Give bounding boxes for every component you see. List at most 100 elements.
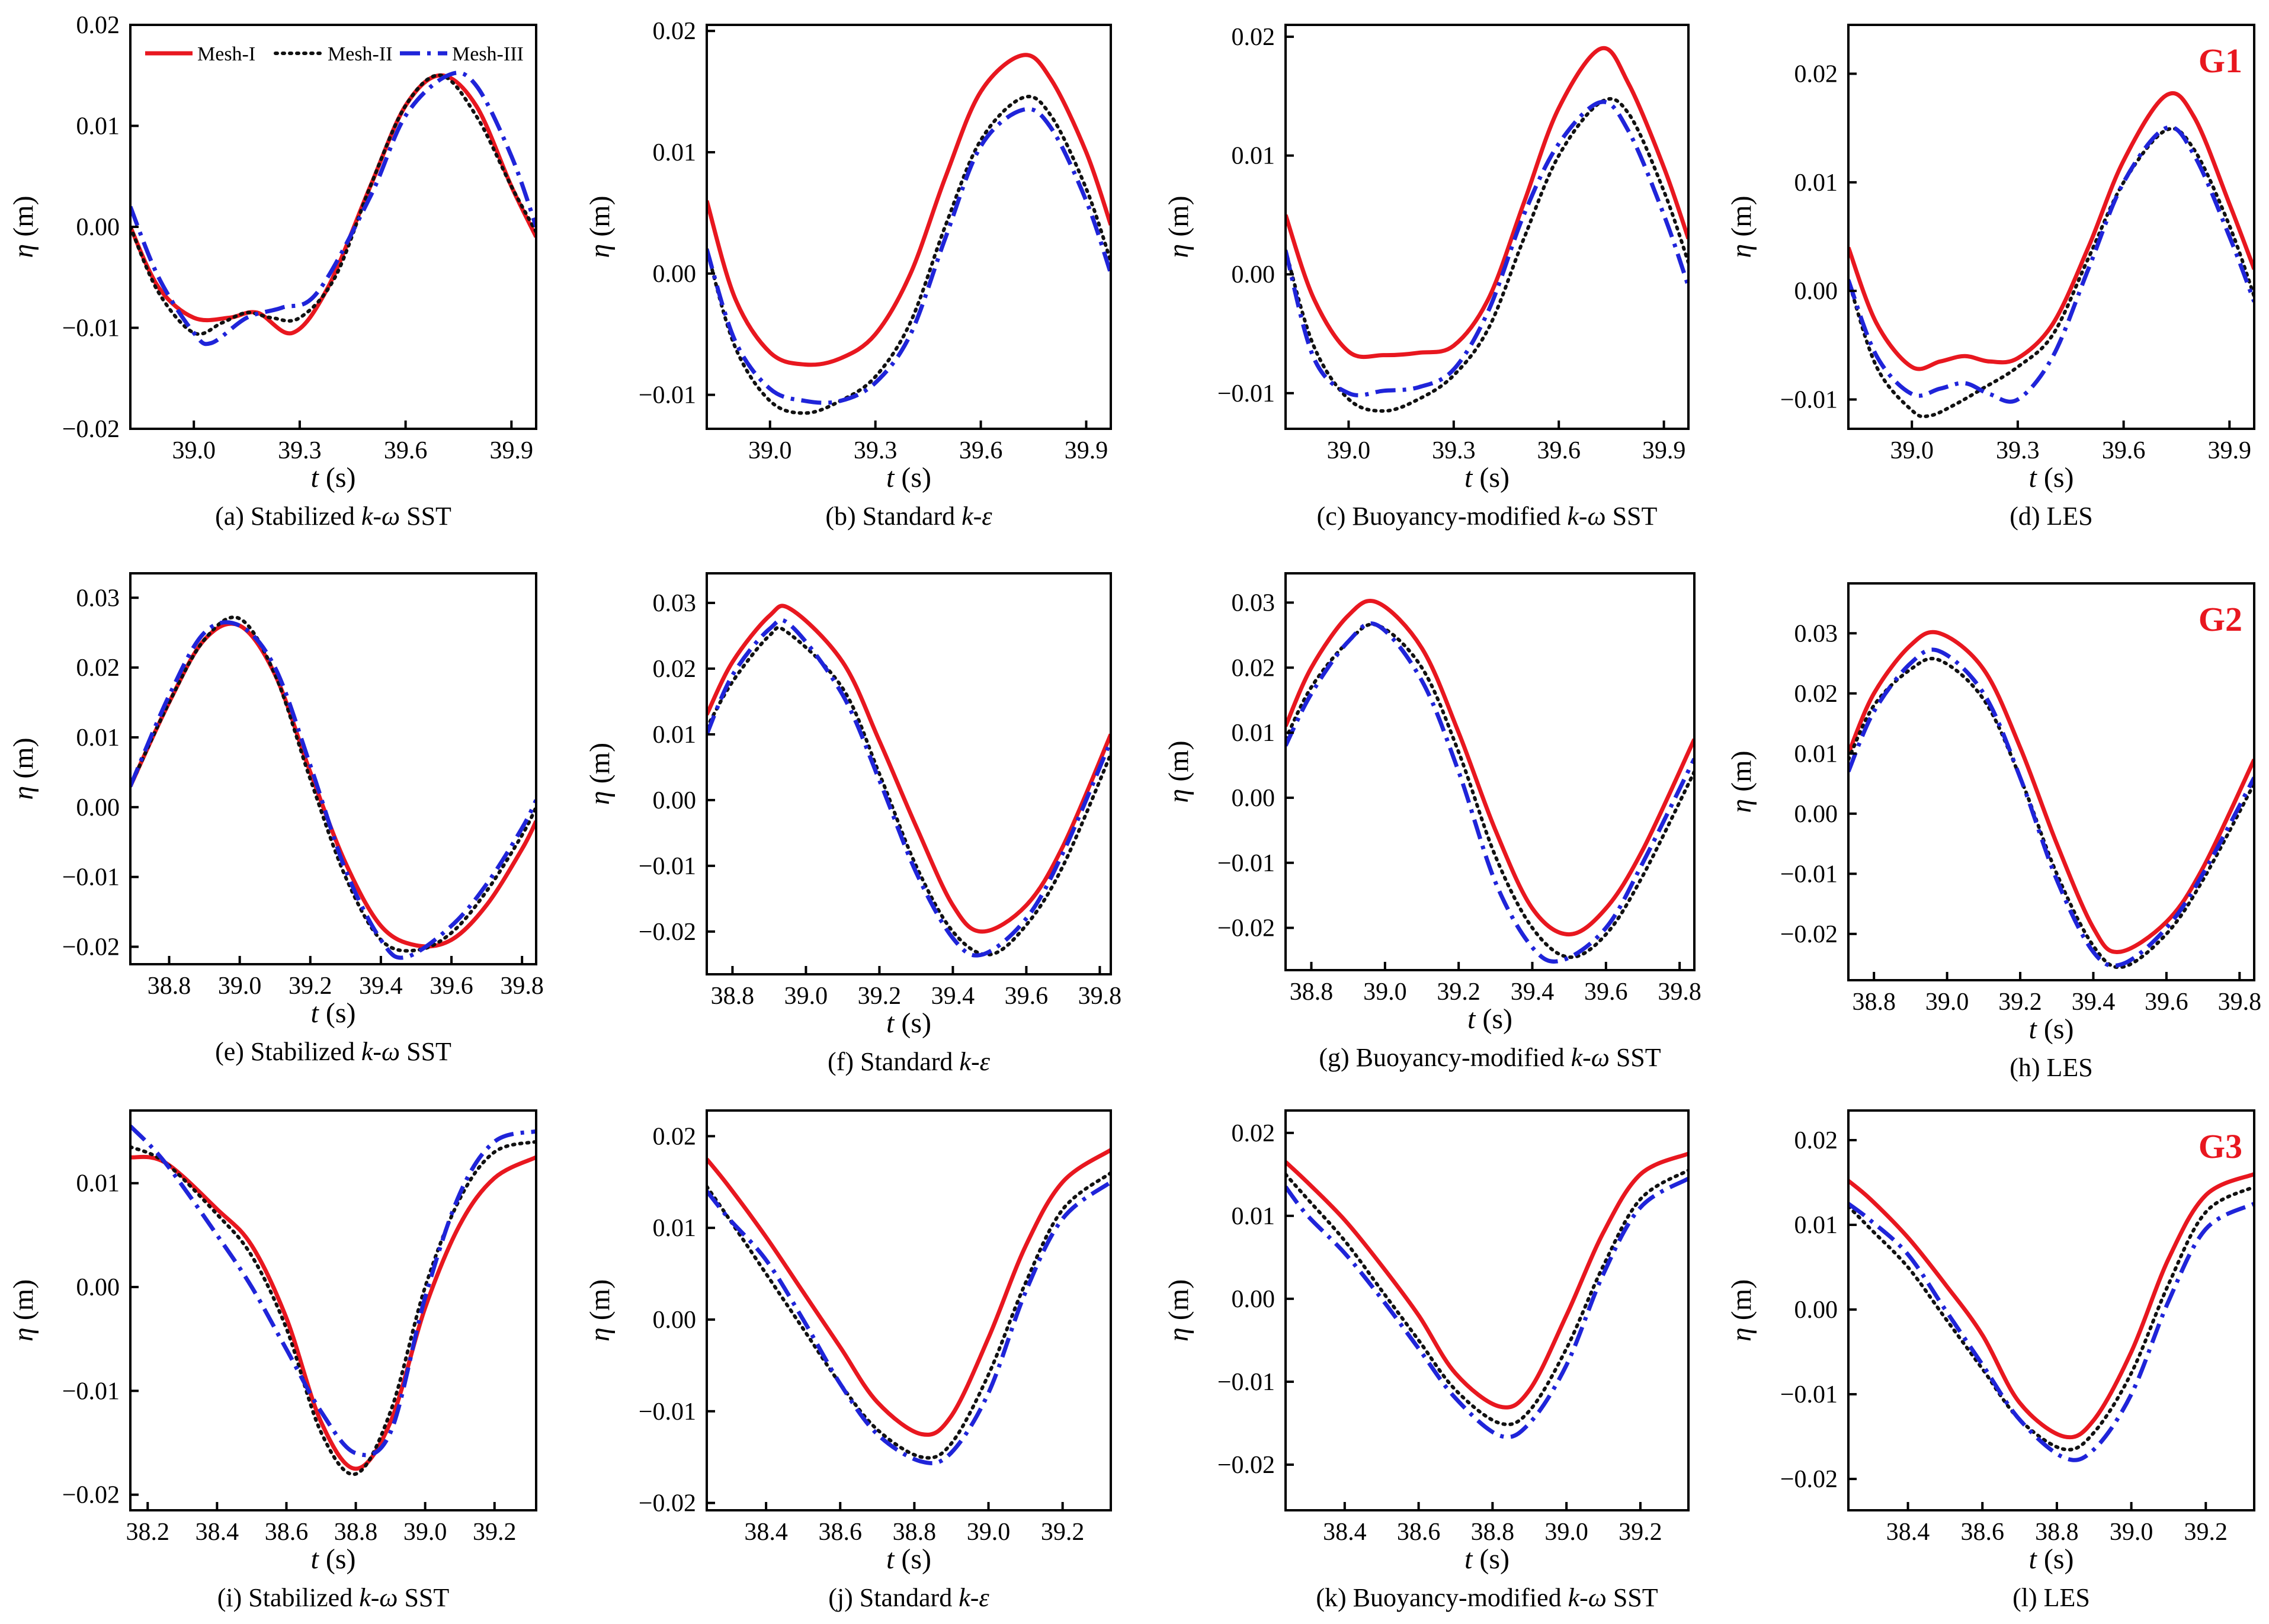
y-tick-label-c-1: 0.00 [1232, 261, 1275, 288]
x-tick-label-e-3: 39.4 [359, 973, 403, 1000]
series-line-mesh-i-g [1286, 598, 1694, 937]
x-tick-label-e-0: 38.8 [148, 973, 191, 1000]
y-tick-label-d-2: 0.01 [1794, 169, 1838, 197]
y-tick-label-e-0: −0.02 [62, 934, 120, 961]
y-tick-label-f-3: 0.01 [653, 721, 697, 749]
y-tick-label-g-0: −0.02 [1217, 915, 1275, 942]
x-axis-title-b: t (s) [886, 462, 931, 493]
y-tick-label-j-2: 0.00 [653, 1307, 697, 1334]
x-tick-label-b-1: 39.3 [854, 437, 898, 464]
panel-f: 38.8 39.0 39.2 39.4 39.6 39.8 −0.02 −0.01 0.00 0.… [584, 572, 1122, 1076]
y-tick-label-a-4: 0.02 [76, 12, 120, 39]
series-line-mesh-ii-c [1286, 97, 1688, 413]
x-tick-label-f-5: 39.8 [1078, 983, 1122, 1010]
x-tick-label-l-0: 38.4 [1886, 1519, 1930, 1546]
series-line-mesh-ii-b [707, 95, 1111, 415]
series-line-mesh-i-f [707, 604, 1111, 934]
x-tick-label-f-2: 39.2 [858, 983, 902, 1010]
panel-a: 39.0 39.3 39.6 39.9 −0.02 −0.01 0.00 0.01 0.02 t … [8, 12, 537, 531]
y-tick-label-h-4: 0.02 [1794, 681, 1838, 708]
x-tick-label-g-4: 39.6 [1584, 978, 1628, 1006]
y-tick-label-a-2: 0.00 [76, 214, 120, 241]
y-tick-label-j-4: 0.02 [653, 1123, 697, 1150]
x-axis-title-k: t (s) [1464, 1543, 1510, 1575]
series-line-mesh-iii-j [707, 1180, 1111, 1465]
series-line-mesh-iii-f [707, 618, 1111, 958]
x-tick-label-g-5: 39.8 [1658, 978, 1701, 1006]
y-tick-label-l-4: 0.02 [1794, 1127, 1838, 1154]
y-tick-label-g-3: 0.01 [1232, 720, 1275, 747]
group-label-g2: G2 [2199, 600, 2242, 638]
y-tick-label-a-1: −0.01 [62, 315, 120, 342]
panel-b: 39.0 39.3 39.6 39.9 −0.01 0.00 0.01 0.02 t (s) η … [584, 18, 1112, 531]
series-line-mesh-i-c [1286, 46, 1688, 360]
y-tick-label-g-2: 0.00 [1232, 785, 1275, 812]
panel-caption-e: (e) Stabilized k-ω SST [215, 1037, 451, 1066]
x-tick-label-j-3: 39.0 [967, 1519, 1011, 1546]
y-tick-label-h-1: −0.01 [1780, 861, 1838, 888]
y-tick-label-l-0: −0.02 [1780, 1466, 1838, 1493]
y-tick-label-k-2: 0.00 [1232, 1286, 1275, 1313]
y-axis-title-j: η (m) [584, 1279, 616, 1341]
x-axis-title-a: t (s) [311, 462, 356, 493]
panel-g: 38.8 39.0 39.2 39.4 39.6 39.8 −0.02 −0.01 0.00 0.… [1163, 572, 1701, 1072]
x-tick-label-l-1: 38.6 [1960, 1519, 2004, 1546]
x-tick-label-d-2: 39.6 [2102, 437, 2146, 464]
plot-frame-j [706, 1109, 1112, 1511]
plot-frame-e [129, 572, 537, 965]
y-tick-label-c-0: −0.01 [1217, 380, 1275, 407]
series-line-mesh-i-d [1848, 91, 2254, 371]
x-tick-label-d-1: 39.3 [1996, 437, 2040, 464]
x-axis-title-h: t (s) [2029, 1013, 2074, 1045]
panel-j: 38.4 38.6 38.8 39.0 39.2 −0.02 −0.01 0.00 0.01 0.… [584, 1109, 1112, 1612]
y-tick-label-g-1: −0.01 [1217, 850, 1275, 877]
panel-caption-a: (a) Stabilized k-ω SST [215, 502, 451, 531]
y-tick-label-a-3: 0.01 [76, 113, 120, 140]
series-line-mesh-ii-e [130, 615, 536, 953]
x-axis-title-f: t (s) [886, 1007, 931, 1039]
x-tick-label-h-1: 39.0 [1925, 988, 1969, 1016]
x-tick-label-i-0: 38.2 [126, 1519, 170, 1546]
y-axis-title-l: η (m) [1726, 1279, 1757, 1341]
x-axis-title-c: t (s) [1464, 462, 1510, 493]
series-line-mesh-ii-f [707, 625, 1111, 957]
y-tick-label-i-3: 0.01 [76, 1170, 120, 1198]
plot-frame-h [1847, 582, 2255, 981]
x-tick-label-b-2: 39.6 [959, 437, 1003, 464]
x-tick-label-l-3: 39.0 [2110, 1519, 2153, 1546]
x-axis-title-d: t (s) [2029, 462, 2074, 493]
series-line-mesh-iii-i [130, 1124, 536, 1458]
panel-caption-l: (l) LES [2012, 1583, 2090, 1612]
y-axis-title-k: η (m) [1163, 1279, 1194, 1341]
y-tick-label-h-5: 0.03 [1794, 620, 1838, 647]
y-tick-label-l-3: 0.01 [1794, 1212, 1838, 1239]
y-tick-label-j-3: 0.01 [653, 1215, 697, 1242]
x-tick-label-e-4: 39.6 [430, 973, 473, 1000]
x-tick-label-e-2: 39.2 [289, 973, 332, 1000]
panel-caption-i: (i) Stabilized k-ω SST [217, 1583, 450, 1612]
y-tick-label-d-3: 0.02 [1794, 61, 1838, 88]
y-tick-label-j-0: −0.02 [639, 1490, 696, 1517]
series-line-mesh-i-a [130, 73, 536, 336]
y-tick-label-b-0: −0.01 [639, 382, 696, 409]
series-line-mesh-iii-e [130, 620, 536, 960]
x-tick-label-c-1: 39.3 [1432, 437, 1476, 464]
x-tick-label-k-1: 38.6 [1397, 1519, 1441, 1546]
series-line-mesh-ii-g [1286, 622, 1694, 959]
x-tick-label-c-3: 39.9 [1642, 437, 1686, 464]
x-tick-label-k-2: 38.8 [1471, 1519, 1515, 1546]
x-tick-label-i-2: 38.6 [265, 1519, 309, 1546]
x-tick-label-f-4: 39.6 [1005, 983, 1049, 1010]
x-tick-label-k-3: 39.0 [1544, 1519, 1588, 1546]
legend-label-mesh-ii: Mesh-II [328, 43, 393, 65]
panel-e: 38.8 39.0 39.2 39.4 39.6 39.8 −0.02 −0.01 0.00 0.… [8, 572, 544, 1066]
x-tick-label-c-0: 39.0 [1327, 437, 1371, 464]
panel-caption-g: (g) Buoyancy-modified k-ω SST [1319, 1043, 1661, 1072]
x-axis-title-e: t (s) [311, 997, 356, 1029]
series-line-mesh-iii-l [1848, 1202, 2254, 1462]
series-line-mesh-ii-h [1848, 656, 2254, 970]
x-tick-label-j-0: 38.4 [744, 1519, 788, 1546]
x-axis-title-l: t (s) [2029, 1543, 2074, 1575]
y-axis-title-a: η (m) [8, 195, 39, 258]
